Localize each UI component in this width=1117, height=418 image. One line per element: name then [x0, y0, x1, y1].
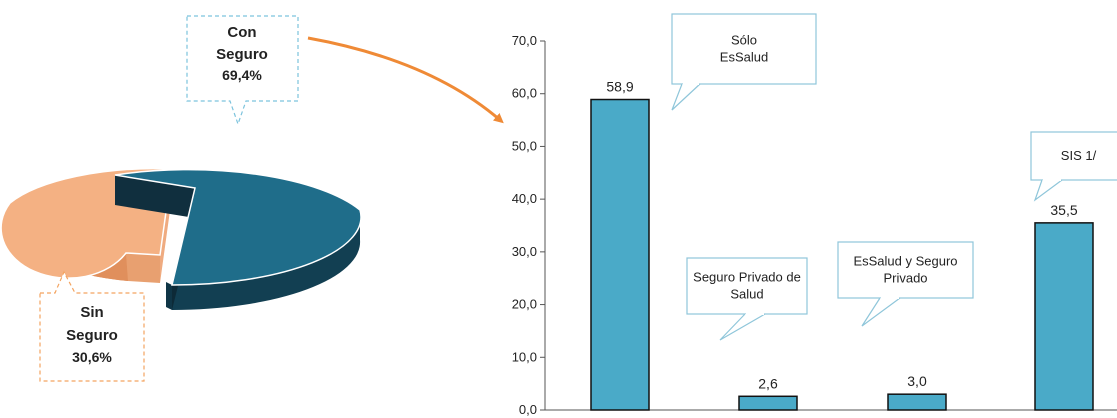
- bar-callout-2: Seguro Privado de Salud: [686, 257, 808, 341]
- bar-callout-1: Sólo EsSalud: [671, 13, 817, 111]
- callout-text: Privado: [883, 271, 927, 286]
- callout-box: [837, 241, 974, 299]
- bar-1: [590, 98, 650, 411]
- callout-text: Sólo: [731, 33, 757, 48]
- y-tick-label: 30,0: [512, 244, 537, 259]
- callout-con-seguro: Con Seguro 69,4%: [186, 15, 299, 126]
- y-tick-label: 10,0: [512, 349, 537, 364]
- callout-tail: [861, 297, 901, 327]
- callout-sin-seguro-value: 30,6%: [72, 349, 112, 365]
- callout-con-seguro-line1: Con: [227, 24, 256, 41]
- y-tick-label: 0,0: [519, 402, 537, 417]
- bar-series: 58,9 2,6 3,0 35,5: [590, 79, 1094, 411]
- callout-tail: [1033, 179, 1063, 202]
- callout-sin-seguro-line2: Seguro: [66, 327, 118, 344]
- y-tick-label: 70,0: [512, 33, 537, 48]
- y-tick-label: 60,0: [512, 86, 537, 101]
- bar-2: [738, 395, 798, 411]
- callout-text: EsSalud: [720, 50, 768, 65]
- connector-arrow: [307, 36, 504, 124]
- y-tick-label: 20,0: [512, 297, 537, 312]
- callout-text: Seguro Privado de: [693, 270, 801, 285]
- callout-tail: [671, 83, 701, 111]
- callout-box: [1030, 131, 1117, 181]
- y-tick-label: 40,0: [512, 191, 537, 206]
- callout-sin-seguro: Sin Seguro 30,6%: [39, 270, 145, 382]
- bar-callouts: Sólo EsSalud Seguro Privado de Salud EsSalud…: [671, 13, 1117, 341]
- bar-value-label: 3,0: [907, 373, 927, 389]
- callout-text: Salud: [730, 287, 763, 302]
- callout-sin-seguro-line1: Sin: [80, 304, 103, 321]
- pie-slice-con-seguro: [114, 168, 362, 310]
- bar-value-label: 2,6: [758, 375, 778, 391]
- callout-text: SIS 1/: [1061, 148, 1097, 163]
- callout-text: EsSalud y Seguro: [853, 254, 957, 269]
- bar-4: [1034, 222, 1094, 411]
- callout-box: [671, 13, 817, 85]
- callout-box: [686, 257, 808, 315]
- y-tick-label: 50,0: [512, 138, 537, 153]
- callout-con-seguro-value: 69,4%: [222, 67, 262, 83]
- bar-3: [887, 393, 947, 411]
- bar-value-label: 35,5: [1050, 202, 1077, 218]
- y-axis-ticks: 0,0 10,0 20,0 30,0 40,0 50,0 60,0 70,0: [512, 33, 545, 417]
- callout-tail: [719, 313, 766, 341]
- bar-callout-4: SIS 1/: [1030, 131, 1117, 202]
- bar-value-label: 58,9: [606, 79, 633, 95]
- bar-callout-3: EsSalud y Seguro Privado: [837, 241, 974, 327]
- callout-con-seguro-line2: Seguro: [216, 46, 268, 63]
